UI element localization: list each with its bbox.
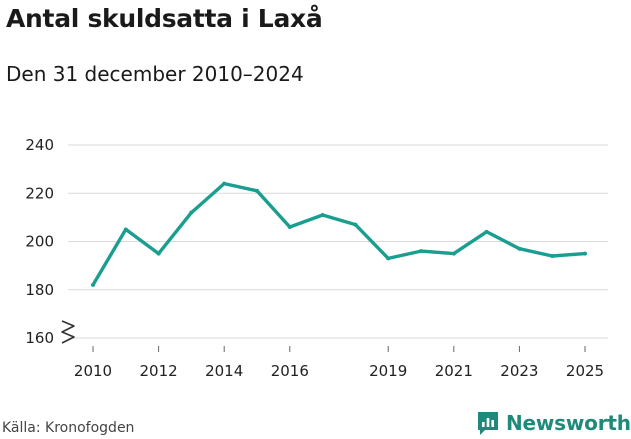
data-point-2021 [451,251,456,256]
line-chart: 160 180 200 220 240 2010 2012 2014 2016 2019 2021… [25,136,608,380]
data-point-2025 [583,251,587,256]
y-axis: 160 180 200 220 240 [25,136,54,347]
chart-series [91,181,587,287]
y-tick-label-200: 200 [25,233,54,251]
brand-logo: Newsworthy [476,407,631,439]
brand-name: Newsworthy [506,411,631,435]
source-note: Källa: Kronofogden [2,420,135,436]
y-tick-label-180: 180 [25,281,54,299]
data-point-2015 [255,188,259,193]
data-point-2013 [189,210,194,215]
x-tick-label-2019: 2019 [369,362,407,380]
x-tick-label-2016: 2016 [271,362,309,380]
data-point-2024 [550,253,555,258]
data-point-2011 [123,227,128,232]
data-point-2014 [222,181,227,186]
data-point-2019 [386,256,391,261]
x-tick-label-2010: 2010 [74,362,112,380]
data-point-2016 [287,225,292,230]
newsworthy-logo-icon [478,412,498,435]
y-tick-label-160: 160 [25,329,54,347]
x-tick-label-2014: 2014 [205,362,243,380]
data-point-2012 [156,251,161,256]
y-tick-label-220: 220 [25,184,54,202]
chart-gridlines [68,144,608,339]
axis-break-mark [61,320,75,344]
y-tick-label-240: 240 [25,136,54,154]
data-point-2020 [419,249,423,254]
chart-title: Antal skuldsatta i Laxå [6,4,323,33]
x-tick-label-2021: 2021 [435,362,473,380]
chart-subtitle: Den 31 december 2010–2024 [6,62,304,86]
data-point-2018 [353,222,358,227]
series-line-0 [91,181,587,287]
x-tick-label-2025: 2025 [566,362,604,380]
data-point-2023 [517,246,522,251]
data-point-2017 [320,212,325,217]
x-tick-label-2012: 2012 [140,362,178,380]
axis-break-icon [61,320,75,344]
x-axis: 2010 2012 2014 2016 2019 2021 2023 2025 [74,346,604,380]
x-tick-label-2023: 2023 [500,362,538,380]
data-point-2022 [484,229,489,234]
data-point-2010 [91,282,95,287]
